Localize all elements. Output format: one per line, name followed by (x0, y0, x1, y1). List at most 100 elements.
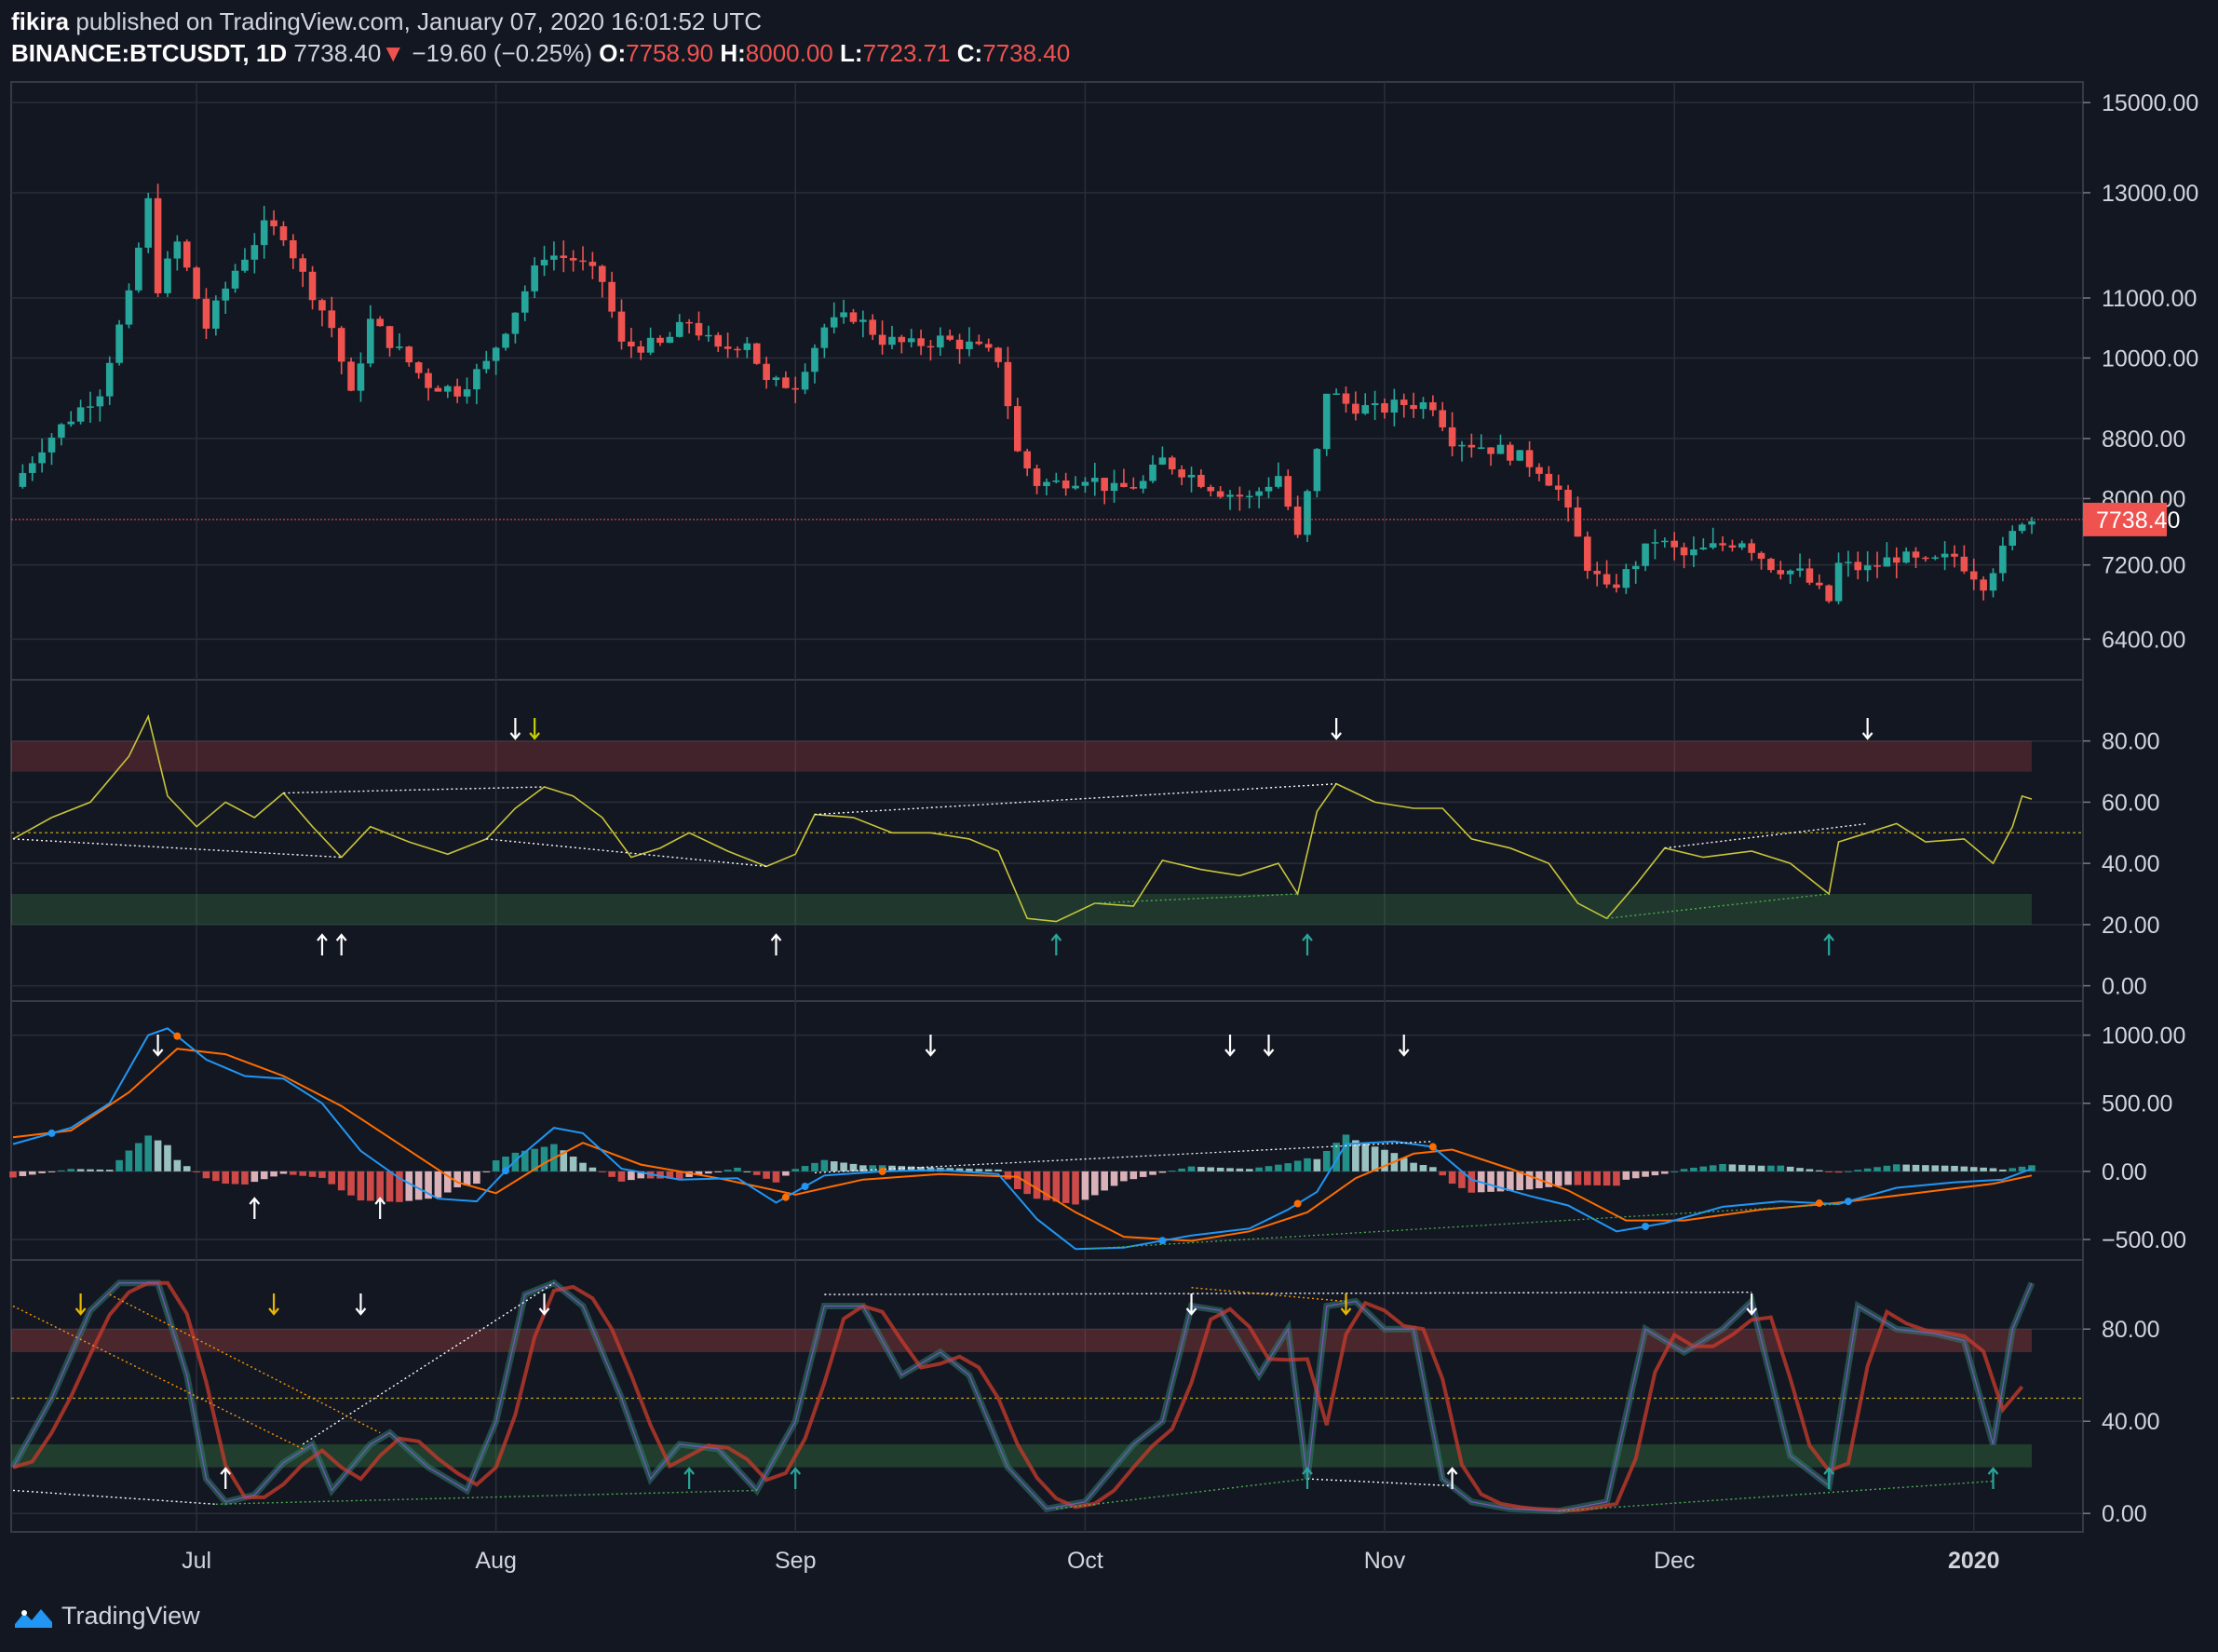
rsi-buy-arrow-icon (770, 933, 782, 955)
macd-histogram-bar (955, 1168, 964, 1171)
candle-body (1863, 565, 1872, 571)
macd-histogram-bar (791, 1169, 800, 1171)
candle-body (1448, 427, 1456, 447)
axis-tick-label: 0.00 (2102, 974, 2147, 1000)
macd-cross-marker (502, 1167, 510, 1175)
macd-histogram-bar (1748, 1165, 1755, 1171)
candle-body (376, 318, 384, 327)
macd-histogram-bar (193, 1171, 200, 1172)
candle-body (453, 386, 461, 397)
macd-histogram-bar (1207, 1167, 1215, 1171)
candle-body (1584, 536, 1591, 571)
macd-histogram-bar (144, 1135, 153, 1171)
stoch-sell-arrow-icon (74, 1293, 87, 1316)
macd-histogram-bar (598, 1171, 606, 1172)
macd-histogram-bar (1043, 1171, 1050, 1200)
macd-histogram-bar (743, 1171, 751, 1172)
candle-body (1255, 491, 1263, 496)
stoch-sell-arrow-icon (1340, 1293, 1352, 1316)
publish-text: published on TradingView.com, January 07… (75, 7, 763, 35)
macd-histogram-bar (1622, 1171, 1630, 1180)
macd-histogram-bar (1149, 1171, 1156, 1175)
macd-histogram-bar (1429, 1167, 1437, 1171)
macd-histogram-bar (1941, 1165, 1949, 1171)
arrow-head (1987, 1467, 1999, 1475)
axis-tick-label: 40.00 (2102, 851, 2160, 877)
macd-histogram-bar (724, 1170, 732, 1171)
macd-histogram-bar (1236, 1168, 1244, 1171)
macd-histogram-bar (1593, 1171, 1602, 1185)
arrow-head (1302, 1467, 1313, 1475)
macd-histogram-bar (830, 1161, 838, 1171)
macd-histogram-bar (840, 1162, 847, 1171)
macd-histogram-bar (666, 1171, 674, 1179)
macd-histogram-bar (531, 1148, 538, 1171)
candle-body (966, 341, 973, 349)
pane-frame-2 (10, 1000, 2084, 1261)
macd-histogram-bar (898, 1166, 906, 1171)
macd-histogram-bar (1158, 1171, 1167, 1173)
macd-histogram-bar (608, 1171, 615, 1177)
macd-histogram-bar (1661, 1171, 1669, 1174)
candle-body (115, 324, 123, 363)
macd-histogram-bar (1467, 1171, 1476, 1193)
candle-body (714, 334, 723, 347)
candle-body (1651, 542, 1659, 544)
macd-histogram-bar (385, 1171, 394, 1202)
high-value: 8000.00 (745, 39, 833, 67)
macd-cross-marker (1844, 1198, 1852, 1206)
macd-histogram-bar (19, 1171, 27, 1176)
candle-body (2008, 531, 2017, 546)
macd-cross-marker (801, 1182, 809, 1190)
macd-sell-arrow-icon (1263, 1035, 1275, 1057)
macd-histogram-bar (1245, 1169, 1253, 1171)
candle-body (975, 341, 983, 345)
candle-body (260, 220, 268, 246)
candle-body (38, 452, 46, 464)
stoch-divergence-line (12, 1489, 216, 1506)
macd-histogram-bar (241, 1171, 249, 1185)
candle-body (1516, 450, 1524, 461)
candle-body (1680, 547, 1688, 556)
time-tick-label: Nov (1364, 1548, 1406, 1574)
macd-histogram-bar (1554, 1171, 1562, 1186)
candle-body (1477, 447, 1485, 449)
open-value: 7758.90 (626, 39, 714, 67)
macd-histogram-bar (1564, 1171, 1572, 1185)
macd-histogram-bar (511, 1152, 520, 1171)
candle-body (1535, 467, 1543, 474)
axis-tick-label: 0.00 (2102, 1159, 2147, 1185)
macd-histogram-bar (1912, 1164, 1920, 1171)
candle-body (367, 318, 374, 364)
candle-body (1507, 444, 1514, 461)
macd-histogram-bar (1786, 1166, 1794, 1171)
arrow-head (770, 933, 782, 941)
macd-histogram-bar (250, 1171, 259, 1183)
close-value: 7738.40 (982, 39, 1071, 67)
candle-body (1033, 468, 1041, 486)
candle-body (926, 345, 935, 348)
macd-histogram-bar (521, 1150, 529, 1171)
author-name[interactable]: fikira (11, 7, 70, 35)
candle-body (763, 363, 770, 380)
footer-brand[interactable]: TradingView (13, 1602, 200, 1631)
symbol-label[interactable]: BINANCE:BTCUSDT, 1D (11, 39, 288, 67)
candle-body (164, 258, 171, 293)
candle-body (1236, 494, 1244, 497)
candle-body (1642, 543, 1649, 566)
rsi-buy-arrow-icon (1823, 933, 1835, 955)
candle-body (1951, 553, 1958, 557)
rsi-divergence-line (486, 838, 767, 868)
candle-body (1960, 556, 1968, 572)
close-label: C: (956, 39, 983, 67)
candle-body (1043, 481, 1050, 486)
candle-body (1381, 403, 1388, 413)
macd-cross-marker (1293, 1199, 1302, 1208)
macd-histogram-bar (984, 1169, 993, 1171)
candle-body (1873, 565, 1881, 567)
candle-body (1902, 551, 1910, 563)
candle-body (598, 265, 606, 282)
candle-body (1168, 457, 1176, 470)
candle-body (1313, 449, 1321, 492)
